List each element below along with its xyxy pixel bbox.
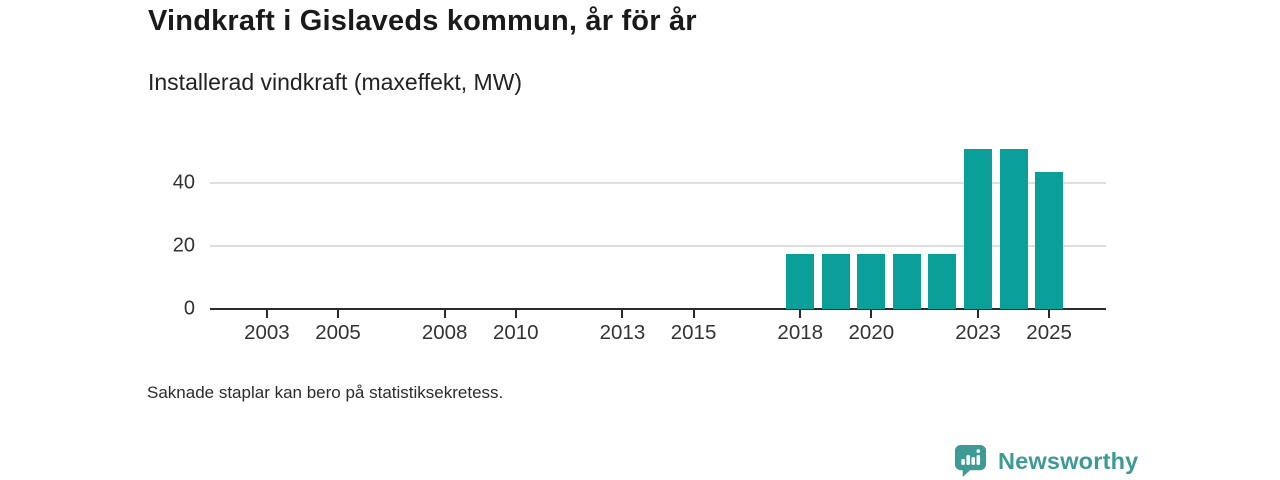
footnote: Saknade staplar kan bero på statistiksek… [147, 383, 504, 402]
newsworthy-logo-text: Newsworthy [998, 447, 1139, 474]
y-tick-label-20: 20 [172, 234, 195, 257]
bar-2021 [892, 253, 921, 309]
x-tick-label-2015: 2015 [670, 321, 717, 344]
x-tick-mark-2005 [337, 310, 339, 318]
x-tick-mark-2003 [265, 310, 268, 318]
x-tick-mark-2010 [514, 310, 517, 318]
bar-2024 [999, 149, 1028, 309]
x-tick-mark-2025 [1048, 310, 1051, 318]
page-title: Vindkraft i Gislaveds kommun, år för år [148, 5, 697, 37]
plot-area: 0 20 40 2003 2005 2008 2010 2013 2015 2018 2020 202… [173, 140, 1106, 344]
gridline-y-20 [210, 244, 1106, 247]
y-tick-label-0: 0 [183, 297, 195, 320]
x-tick-mark-2008 [443, 310, 446, 318]
x-tick-label-2013: 2013 [599, 321, 646, 344]
bar-2025 [1035, 171, 1064, 309]
x-tick-label-2005: 2005 [315, 321, 361, 344]
newsworthy-logo: Newsworthy [953, 443, 1138, 479]
bar-2018 [786, 253, 815, 309]
y-tick-label-40: 40 [172, 171, 195, 194]
bar-2020 [857, 253, 886, 309]
gridline-y-40 [210, 181, 1106, 184]
x-tick-mark-2013 [621, 310, 624, 318]
chart-subtitle: Installerad vindkraft (maxeffekt, MW) [148, 69, 523, 95]
x-tick-label-2020: 2020 [848, 321, 895, 344]
bar-2023 [964, 149, 992, 309]
x-axis-line [210, 307, 1106, 310]
bar-chart-speech-bubble-icon [954, 444, 987, 478]
x-tick-label-2003: 2003 [244, 321, 290, 344]
bar-2022 [928, 253, 957, 309]
x-tick-mark-2020 [870, 310, 873, 318]
x-tick-label-2023: 2023 [955, 321, 1001, 344]
x-tick-mark-2015 [692, 310, 695, 318]
x-tick-mark-2018 [799, 310, 802, 318]
x-tick-mark-2023 [977, 310, 979, 318]
x-tick-label-2018: 2018 [777, 321, 824, 344]
x-tick-label-2008: 2008 [421, 321, 468, 344]
bar-2019 [821, 253, 850, 309]
x-tick-label-2025: 2025 [1026, 321, 1072, 344]
x-tick-label-2010: 2010 [492, 321, 539, 344]
